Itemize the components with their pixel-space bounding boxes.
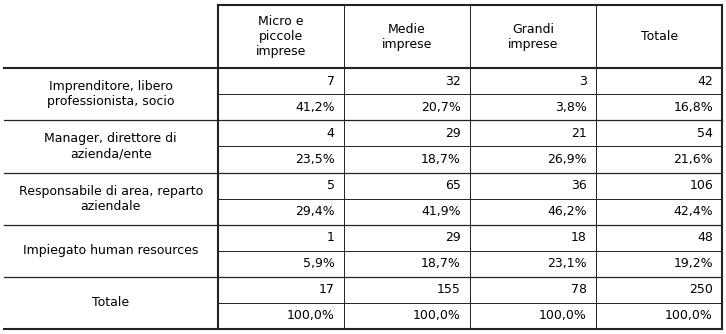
Text: 42: 42 xyxy=(697,75,713,88)
Text: Medie
imprese: Medie imprese xyxy=(382,23,432,50)
Text: 3,8%: 3,8% xyxy=(555,101,587,114)
Text: 100,0%: 100,0% xyxy=(665,309,713,322)
Text: Manager, direttore di
azienda/ente: Manager, direttore di azienda/ente xyxy=(44,132,177,160)
Text: 23,5%: 23,5% xyxy=(295,153,335,166)
Text: 4: 4 xyxy=(327,127,335,140)
Text: 36: 36 xyxy=(571,179,587,192)
Text: 100,0%: 100,0% xyxy=(287,309,335,322)
Text: 26,9%: 26,9% xyxy=(547,153,587,166)
Text: 3: 3 xyxy=(579,75,587,88)
Text: 1: 1 xyxy=(327,231,335,244)
Text: 29: 29 xyxy=(445,127,460,140)
Text: Imprenditore, libero
professionista, socio: Imprenditore, libero professionista, soc… xyxy=(47,80,174,108)
Text: 65: 65 xyxy=(445,179,460,192)
Text: 18,7%: 18,7% xyxy=(421,153,460,166)
Text: 100,0%: 100,0% xyxy=(413,309,460,322)
Text: 18: 18 xyxy=(571,231,587,244)
Text: 41,2%: 41,2% xyxy=(295,101,335,114)
Text: 32: 32 xyxy=(445,75,460,88)
Text: Totale: Totale xyxy=(92,296,129,309)
Text: 100,0%: 100,0% xyxy=(539,309,587,322)
Text: Responsabile di area, reparto
aziendale: Responsabile di area, reparto aziendale xyxy=(19,185,203,212)
Text: Micro e
piccole
imprese: Micro e piccole imprese xyxy=(256,15,306,58)
Text: 42,4%: 42,4% xyxy=(673,205,713,218)
Text: Impiegato human resources: Impiegato human resources xyxy=(23,244,198,257)
Text: 46,2%: 46,2% xyxy=(547,205,587,218)
Text: 5,9%: 5,9% xyxy=(303,257,335,270)
Text: 19,2%: 19,2% xyxy=(673,257,713,270)
Text: 54: 54 xyxy=(697,127,713,140)
Text: 78: 78 xyxy=(571,283,587,296)
Text: 48: 48 xyxy=(697,231,713,244)
Text: 20,7%: 20,7% xyxy=(421,101,460,114)
Text: Grandi
imprese: Grandi imprese xyxy=(508,23,558,50)
Text: 29,4%: 29,4% xyxy=(295,205,335,218)
Text: 21,6%: 21,6% xyxy=(673,153,713,166)
Text: 21: 21 xyxy=(571,127,587,140)
Text: 155: 155 xyxy=(437,283,460,296)
Text: 106: 106 xyxy=(689,179,713,192)
Text: Totale: Totale xyxy=(641,30,678,43)
Text: 18,7%: 18,7% xyxy=(421,257,460,270)
Text: 16,8%: 16,8% xyxy=(673,101,713,114)
Text: 5: 5 xyxy=(327,179,335,192)
Text: 250: 250 xyxy=(689,283,713,296)
Text: 23,1%: 23,1% xyxy=(547,257,587,270)
Text: 29: 29 xyxy=(445,231,460,244)
Text: 41,9%: 41,9% xyxy=(421,205,460,218)
Text: 17: 17 xyxy=(319,283,335,296)
Text: 7: 7 xyxy=(327,75,335,88)
